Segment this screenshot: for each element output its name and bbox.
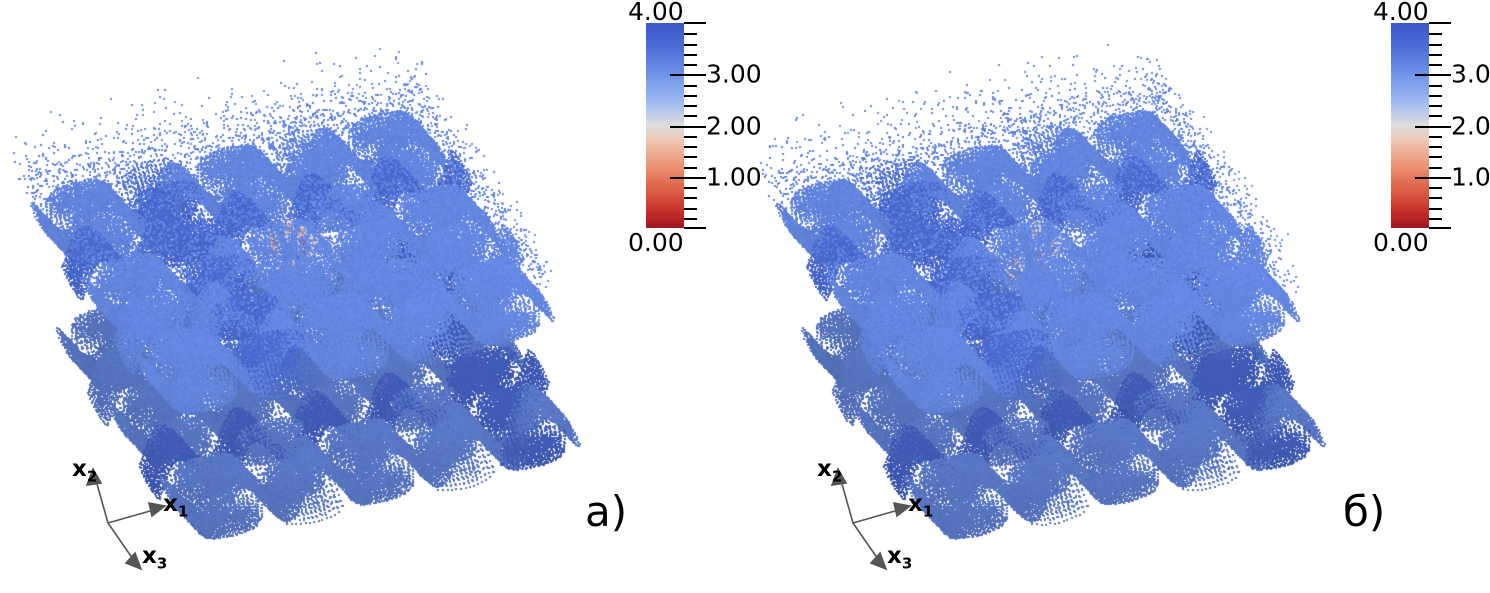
panel-a: 4.00 0.00 3.00 2.00 1.00 x2 x1 (0, 0, 762, 593)
colorbar-minor-tick (684, 43, 697, 46)
colorbar-minor-tick (1429, 115, 1442, 118)
colorbar-minor-tick (1429, 43, 1442, 46)
colorbar-max-label-a: 4.00 (628, 0, 684, 26)
colorbar-minor-tick (1429, 84, 1442, 87)
colorbar-major-tick (684, 74, 706, 77)
colorbar-minor-tick (684, 33, 697, 36)
colorbar-minor-tick (1429, 156, 1442, 159)
colorbar-major-tick (1429, 176, 1451, 179)
colorbar-minor-tick (684, 53, 697, 56)
colorbar-major-tick (1429, 125, 1451, 128)
axis-label-x2-sub-a: 2 (86, 467, 98, 486)
axis-label-x2-a: x2 (72, 458, 97, 485)
colorbar-minor-tick (684, 105, 697, 107)
axis-label-x1-b: x1 (908, 493, 933, 520)
panel-label-b: б) (1343, 487, 1386, 536)
colorbar-minor-tick (684, 64, 697, 66)
colorbar-top-rule-b (1429, 22, 1451, 24)
colorbar-minor-tick (684, 187, 697, 189)
colorbar-min-label-a: 0.00 (628, 228, 684, 257)
colorbar-tick-label-2-b: 2.00 (1451, 111, 1490, 140)
colorbar-minor-tick (1429, 197, 1442, 200)
colorbar-minor-tick (1429, 217, 1442, 220)
colorbar-minor-tick (684, 146, 697, 148)
colorbar-tick-label-3-b: 3.00 (1451, 59, 1490, 89)
axis-label-x1-sub-a: 1 (177, 502, 189, 521)
panel-label-a: a) (585, 487, 628, 536)
colorbar-ticks-a (670, 23, 706, 228)
axis-label-x1-a: x1 (163, 493, 188, 520)
colorbar-minor-tick (1429, 166, 1442, 169)
colorbar-major-tick (684, 176, 706, 179)
axis-label-x2-b: x2 (817, 458, 842, 485)
colorbar-min-label-b: 0.00 (1373, 228, 1429, 257)
point-cloud-render-b (745, 0, 1490, 593)
colorbar-major-tick-inner (670, 125, 692, 128)
colorbar-minor-tick (684, 207, 697, 210)
axis-label-x3-text-b: x (887, 543, 902, 569)
colorbar-max-label-b: 4.00 (1373, 0, 1429, 26)
axis-label-x3-sub-a: 3 (156, 554, 168, 573)
colorbar-tick-label-1-b: 1.00 (1451, 162, 1490, 192)
colorbar-major-tick-inner (1415, 74, 1437, 77)
colorbar-minor-tick (1429, 187, 1442, 189)
axis-label-x3-a: x3 (142, 545, 167, 572)
axis-label-x1-text-b: x (908, 491, 923, 517)
colorbar-major-tick-inner (1415, 176, 1437, 179)
colorbar-minor-tick (684, 156, 697, 159)
axes-triad-a: x2 x1 x3 (62, 455, 212, 575)
colorbar-minor-tick (684, 115, 697, 118)
axis-label-x1-text-a: x (163, 491, 178, 517)
colorbar-minor-tick (1429, 33, 1442, 36)
axes-triad-arrows-a (85, 467, 167, 571)
colorbar-major-tick-inner (670, 74, 692, 77)
colorbar-bottom-rule-a (684, 227, 706, 229)
colorbar-major-tick-inner (670, 176, 692, 179)
point-cloud-canvas-b (745, 0, 1490, 593)
colorbar-major-tick-inner (1415, 125, 1437, 128)
colorbar-minor-tick (1429, 53, 1442, 56)
colorbar-minor-tick (684, 84, 697, 87)
colorbar-minor-tick (684, 166, 697, 169)
panel-b: 4.00 0.00 3.00 2.00 1.00 x2 x1 (745, 0, 1490, 593)
colorbar-minor-tick (1429, 94, 1442, 97)
axes-triad-b: x2 x1 x3 (807, 455, 957, 575)
colorbar-bottom-rule-b (1429, 227, 1451, 229)
axis-label-x3-b: x3 (887, 545, 912, 572)
colorbar-minor-tick (1429, 207, 1442, 210)
point-cloud-canvas-a (0, 0, 745, 593)
colorbar-minor-tick (1429, 105, 1442, 107)
axis-label-x2-text-a: x (72, 456, 87, 482)
colorbar-minor-tick (1429, 64, 1442, 66)
axis-label-x2-sub-b: 2 (831, 467, 843, 486)
axes-triad-arrows-b (830, 467, 912, 571)
axis-label-x2-text-b: x (817, 456, 832, 482)
axis-label-x3-sub-b: 3 (901, 554, 913, 573)
axis-label-x3-text-a: x (142, 543, 157, 569)
colorbar-minor-tick (1429, 146, 1442, 148)
colorbar-minor-tick (684, 94, 697, 97)
colorbar-minor-tick (684, 197, 697, 200)
colorbar-minor-tick (684, 217, 697, 220)
colorbar-top-rule-a (684, 22, 706, 24)
colorbar-major-tick (1429, 74, 1451, 77)
colorbar-major-tick (684, 125, 706, 128)
colorbar-minor-tick (684, 135, 697, 138)
axis-label-x1-sub-b: 1 (922, 502, 934, 521)
colorbar-minor-tick (1429, 135, 1442, 138)
point-cloud-render-a (0, 0, 745, 593)
colorbar-ticks-b (1415, 23, 1451, 228)
